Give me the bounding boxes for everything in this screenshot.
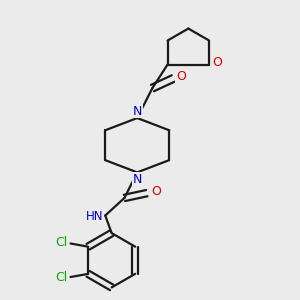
Text: N: N — [133, 173, 142, 186]
Text: O: O — [212, 56, 222, 69]
Text: N: N — [133, 104, 142, 118]
Text: O: O — [151, 185, 161, 198]
Text: O: O — [176, 70, 186, 83]
Text: Cl: Cl — [56, 236, 68, 249]
Text: HN: HN — [86, 210, 104, 223]
Text: Cl: Cl — [56, 272, 68, 284]
